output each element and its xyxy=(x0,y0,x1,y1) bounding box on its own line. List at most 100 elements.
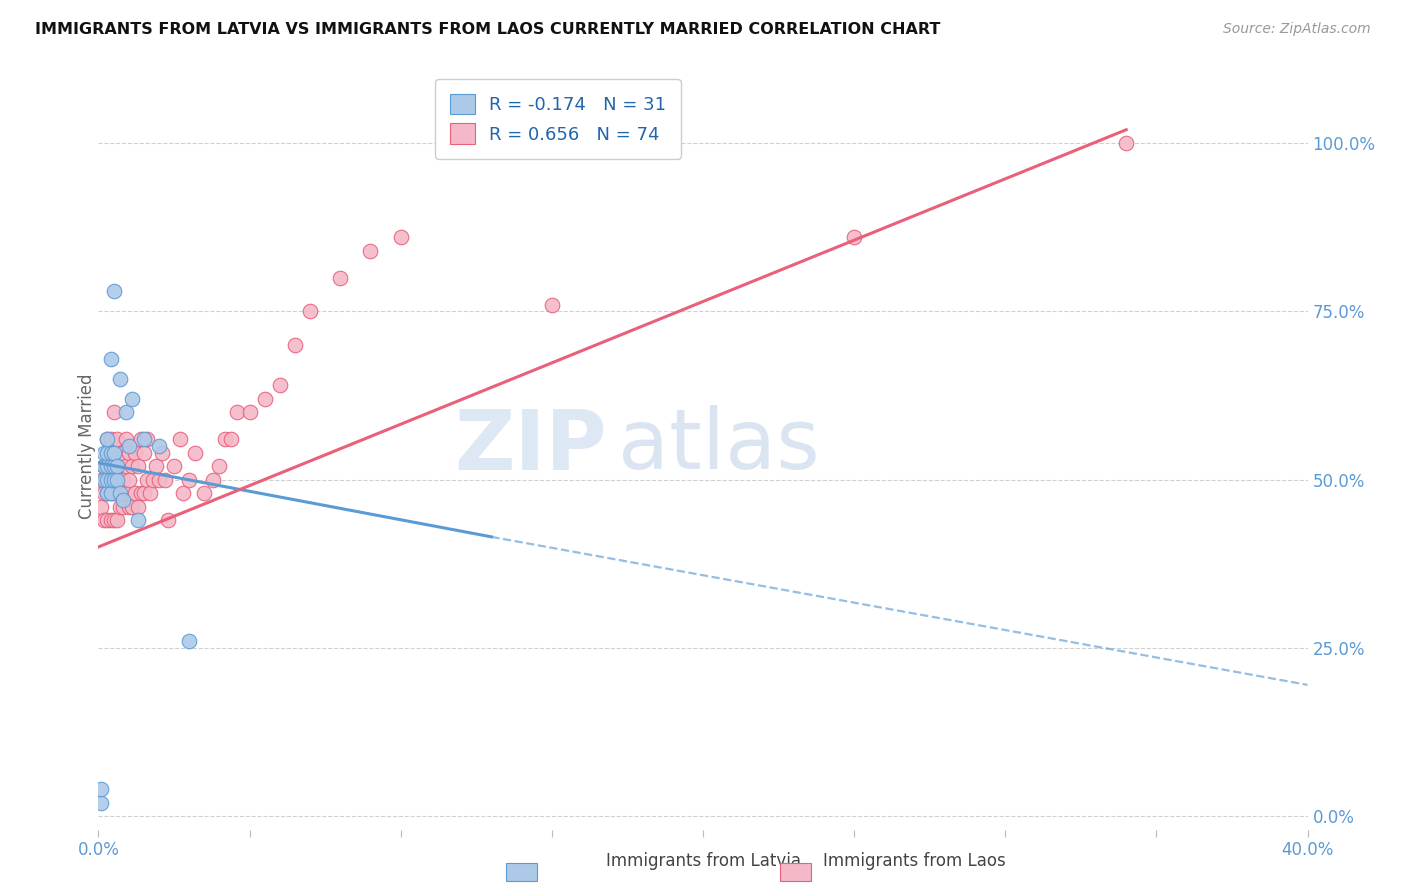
Point xyxy=(135,473,157,487)
Point xyxy=(135,432,157,446)
Text: Immigrants from Laos: Immigrants from Laos xyxy=(823,852,1005,870)
Point xyxy=(150,446,173,460)
Point xyxy=(100,473,122,487)
Legend: R = -0.174   N = 31, R = 0.656   N = 74: R = -0.174 N = 31, R = 0.656 N = 74 xyxy=(434,79,681,159)
Point xyxy=(284,338,307,352)
Point xyxy=(118,473,141,487)
Point xyxy=(124,446,146,460)
Point xyxy=(132,486,155,500)
Point xyxy=(103,513,125,527)
Y-axis label: Currently Married: Currently Married xyxy=(79,373,96,519)
Point xyxy=(96,459,118,474)
Point xyxy=(202,473,225,487)
Point xyxy=(108,372,131,386)
Point xyxy=(100,486,122,500)
Point xyxy=(121,392,143,406)
Point xyxy=(100,459,122,474)
Point xyxy=(105,459,128,474)
Point xyxy=(269,378,291,392)
Point xyxy=(169,432,191,446)
Point xyxy=(105,459,128,474)
Point xyxy=(129,486,152,500)
Point xyxy=(208,459,231,474)
Point xyxy=(100,432,122,446)
Point xyxy=(105,432,128,446)
Point xyxy=(96,432,118,446)
Point xyxy=(108,446,131,460)
Point xyxy=(96,473,118,487)
Point xyxy=(132,432,155,446)
Point xyxy=(96,459,118,474)
Point xyxy=(193,486,215,500)
Point xyxy=(226,405,249,419)
Point xyxy=(214,432,236,446)
Point xyxy=(96,486,118,500)
Point xyxy=(111,492,134,507)
Point xyxy=(93,513,115,527)
Point xyxy=(103,405,125,419)
Text: ZIP: ZIP xyxy=(454,406,606,486)
Point xyxy=(329,270,352,285)
Point xyxy=(90,500,112,514)
Point xyxy=(93,473,115,487)
Point xyxy=(124,486,146,500)
Point xyxy=(103,284,125,298)
Point xyxy=(100,446,122,460)
Point xyxy=(127,513,149,527)
Point xyxy=(100,486,122,500)
Point xyxy=(111,500,134,514)
Point xyxy=(111,473,134,487)
Point xyxy=(360,244,382,258)
Point xyxy=(121,500,143,514)
Point xyxy=(139,486,162,500)
Point xyxy=(156,513,179,527)
Point xyxy=(179,473,201,487)
Point xyxy=(103,473,125,487)
Point xyxy=(90,782,112,797)
Point xyxy=(114,486,136,500)
Point xyxy=(93,459,115,474)
Point xyxy=(153,473,176,487)
Point xyxy=(111,446,134,460)
Point xyxy=(96,432,118,446)
Point xyxy=(108,500,131,514)
Point xyxy=(103,446,125,460)
Point xyxy=(93,446,115,460)
Point xyxy=(540,298,562,312)
Text: Immigrants from Latvia: Immigrants from Latvia xyxy=(606,852,800,870)
Point xyxy=(90,796,112,810)
Point xyxy=(129,432,152,446)
Text: atlas: atlas xyxy=(619,406,820,486)
Point xyxy=(118,439,141,453)
Point xyxy=(114,459,136,474)
Point xyxy=(100,459,122,474)
Point xyxy=(114,405,136,419)
Point xyxy=(239,405,262,419)
Point xyxy=(118,446,141,460)
Point xyxy=(93,459,115,474)
Point xyxy=(299,304,322,318)
Point xyxy=(184,446,207,460)
Point xyxy=(389,230,412,244)
Point xyxy=(121,459,143,474)
Point xyxy=(100,513,122,527)
Point xyxy=(172,486,194,500)
Text: Source: ZipAtlas.com: Source: ZipAtlas.com xyxy=(1223,22,1371,37)
Point xyxy=(844,230,866,244)
Point xyxy=(127,459,149,474)
Point xyxy=(179,634,201,648)
Point xyxy=(253,392,276,406)
Point xyxy=(90,473,112,487)
Point xyxy=(145,459,167,474)
Point xyxy=(100,351,122,366)
Point xyxy=(96,446,118,460)
Point xyxy=(148,439,170,453)
Point xyxy=(221,432,243,446)
Point xyxy=(118,500,141,514)
Point xyxy=(108,486,131,500)
Point xyxy=(96,513,118,527)
Point xyxy=(93,486,115,500)
Point xyxy=(127,500,149,514)
Point xyxy=(103,459,125,474)
Point xyxy=(96,486,118,500)
